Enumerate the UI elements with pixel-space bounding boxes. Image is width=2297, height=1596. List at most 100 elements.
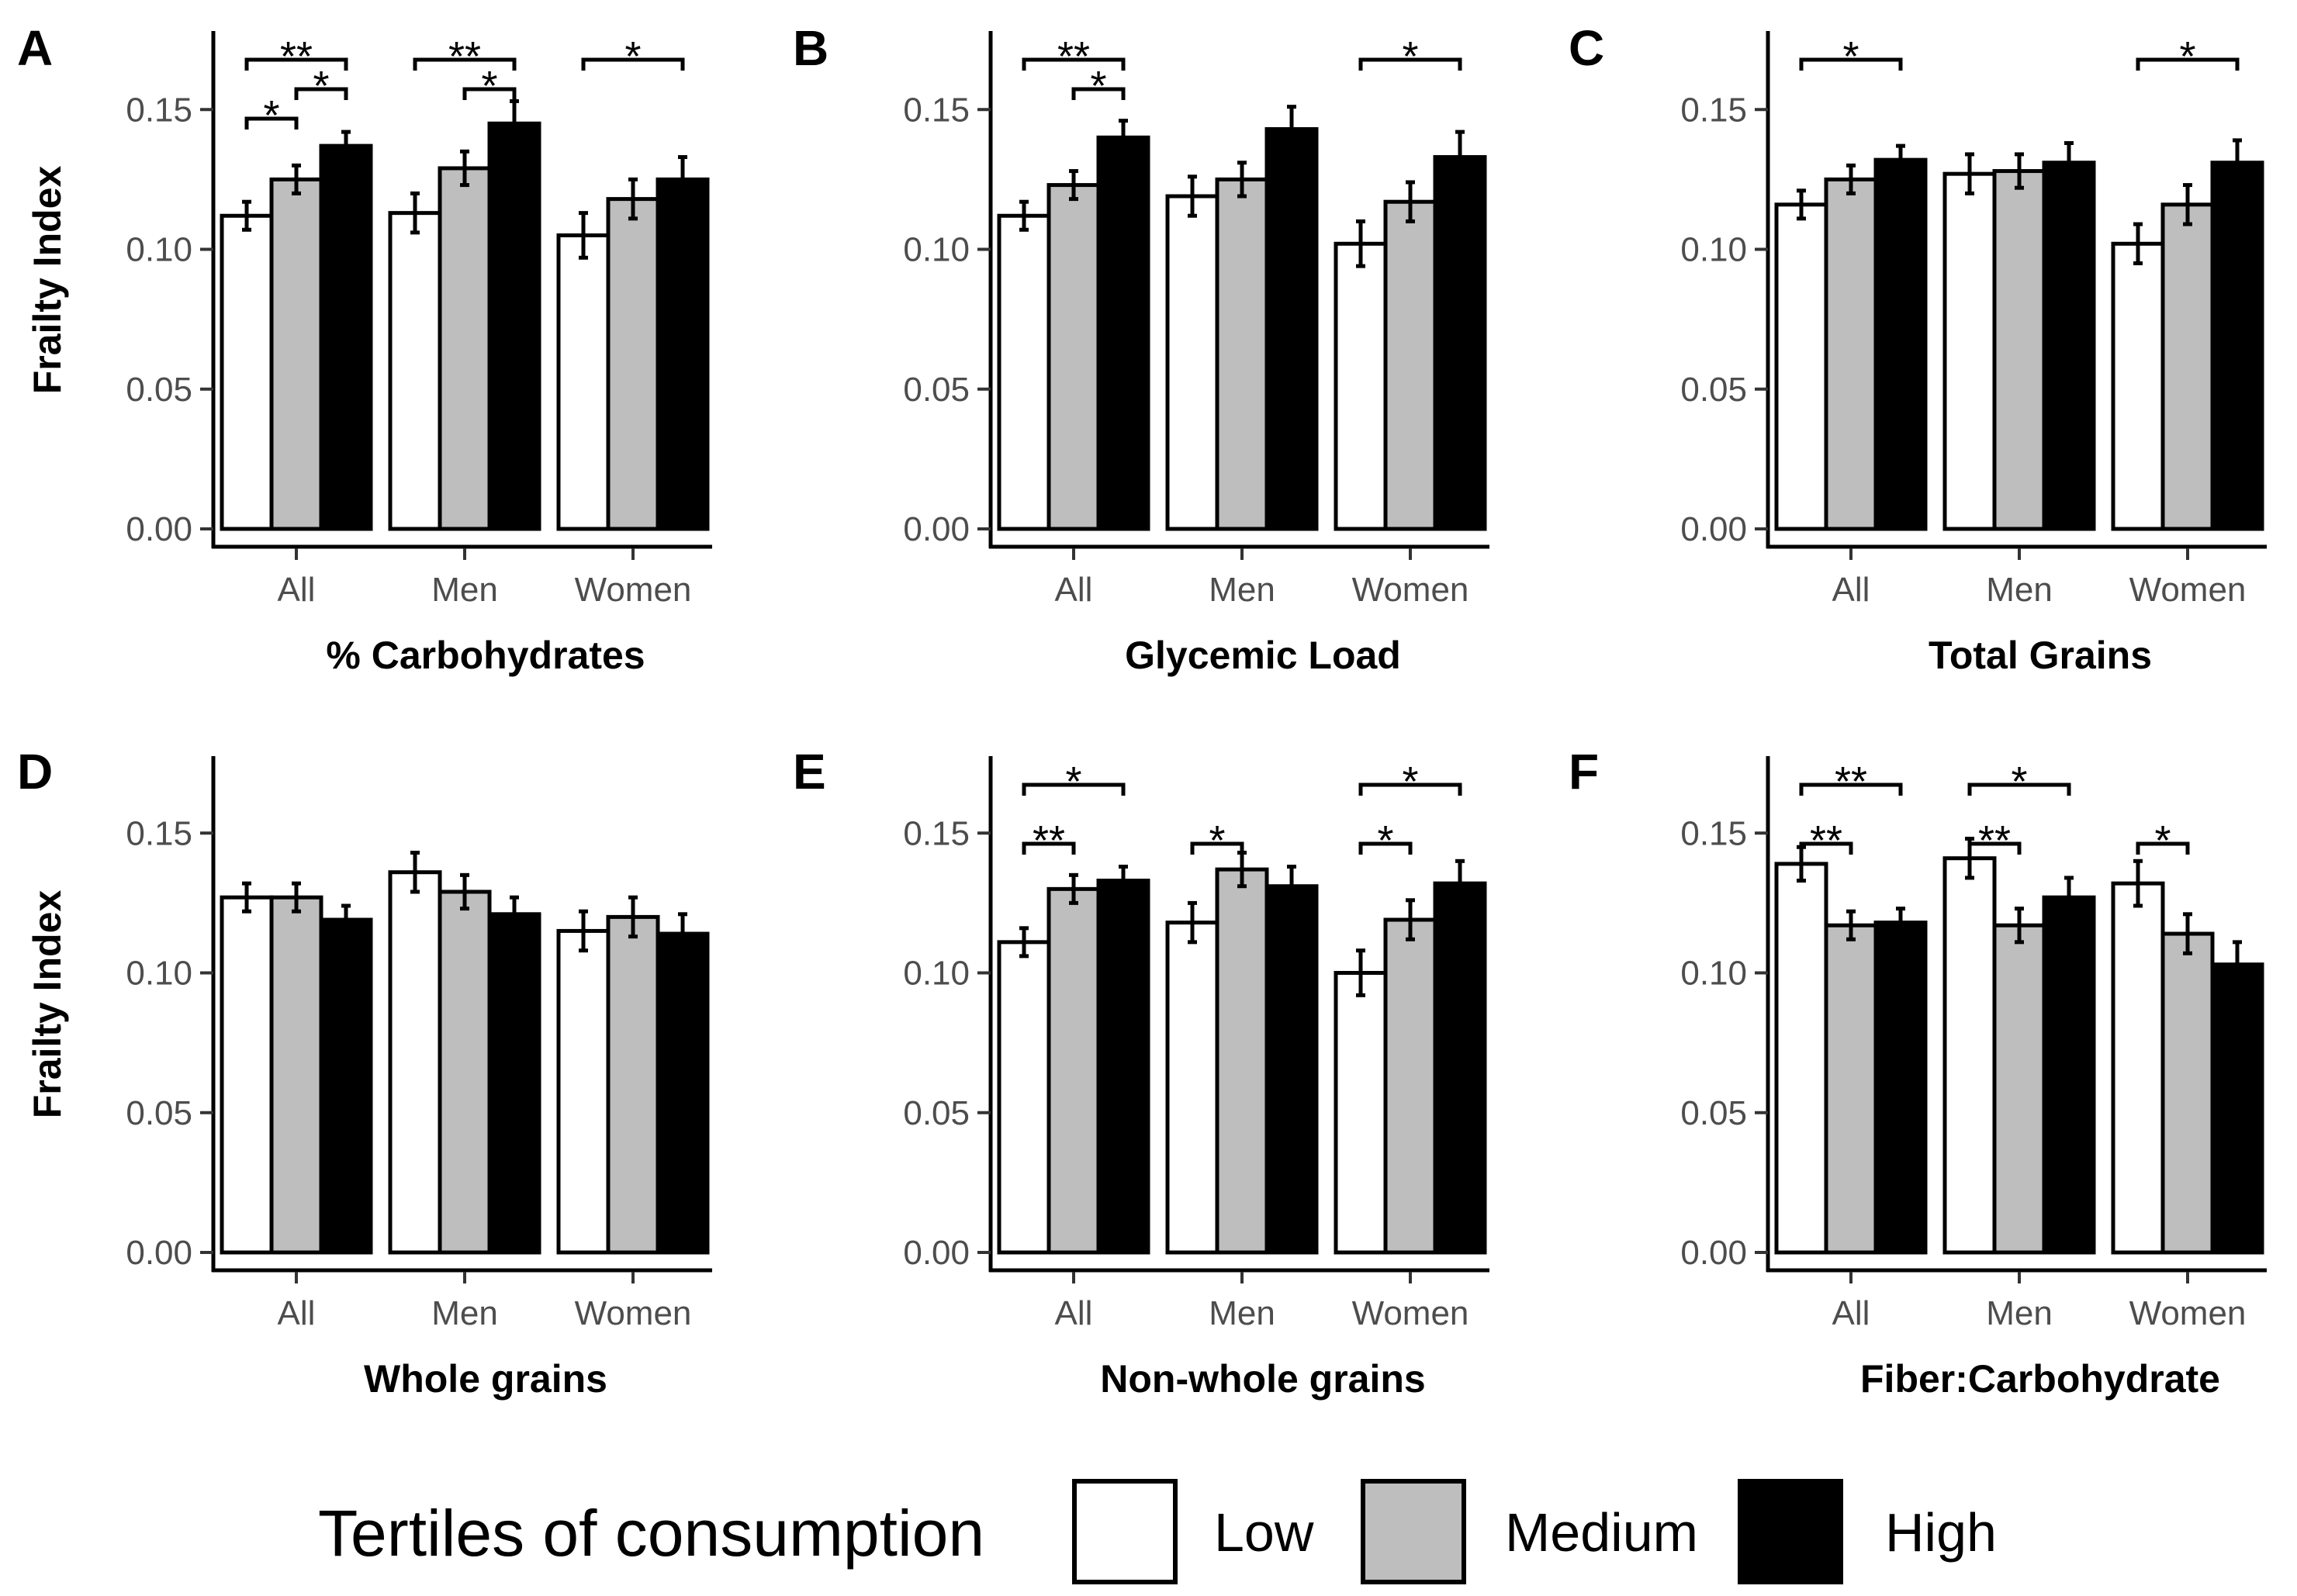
y-axis-label: Frailty Index xyxy=(26,890,69,1119)
significance-bracket xyxy=(1799,782,1903,796)
x-tick-label: Men xyxy=(1209,571,1275,609)
significance-label: * xyxy=(313,63,329,109)
bar xyxy=(1383,199,1437,531)
bar xyxy=(2210,161,2264,531)
significance-label: * xyxy=(263,92,279,139)
significance-label: * xyxy=(1377,817,1393,864)
panel-D: D 0.00 0.05 0.10 0.15 Frailty Index Whole grai… xyxy=(17,744,712,1401)
bar xyxy=(220,895,274,1255)
panel-C: C 0.00 0.05 0.10 0.15 Total Grains All Men Women… xyxy=(1569,20,2267,677)
x-tick-label: Men xyxy=(431,571,498,609)
bar xyxy=(487,121,541,531)
bar xyxy=(438,166,492,531)
x-tick-label: Women xyxy=(575,571,692,609)
significance-label: * xyxy=(1065,758,1081,805)
y-tick-label: 0.15 xyxy=(126,91,192,129)
bar xyxy=(269,895,323,1255)
y-tick-label: 0.00 xyxy=(903,1234,970,1272)
bar xyxy=(2042,895,2096,1255)
significance-bracket xyxy=(1967,782,2071,796)
y-tick-label: 0.15 xyxy=(903,814,970,852)
bar xyxy=(1096,879,1150,1255)
bar xyxy=(606,197,660,531)
bar xyxy=(1433,881,1487,1255)
x-tick-label: Men xyxy=(1986,1294,2053,1332)
legend-label: High xyxy=(1885,1502,1997,1563)
bar xyxy=(319,917,373,1255)
bar xyxy=(1264,126,1319,531)
panels: A 0.00 0.05 0.10 0.15 Frailty Index % Carbohyd… xyxy=(17,20,2267,1401)
x-tick-label: All xyxy=(278,571,316,609)
bar xyxy=(487,912,541,1255)
significance-label: ** xyxy=(1057,33,1090,80)
bar xyxy=(1433,155,1487,531)
significance-bracket xyxy=(2136,57,2240,71)
bar xyxy=(1046,183,1101,531)
legend-label: Low xyxy=(1214,1502,1314,1563)
legend-swatch xyxy=(1361,1479,1466,1584)
bar xyxy=(1096,135,1150,531)
significance-label: * xyxy=(481,63,497,109)
bar xyxy=(1873,921,1928,1255)
significance-label: * xyxy=(624,33,641,80)
bar xyxy=(220,213,274,531)
significance-bracket xyxy=(413,57,517,71)
bar xyxy=(1383,917,1437,1255)
x-axis-label: Total Grains xyxy=(1929,634,2152,677)
bar xyxy=(1873,157,1928,531)
legend-swatch xyxy=(1738,1479,1843,1584)
x-axis-label: Glycemic Load xyxy=(1125,634,1401,677)
x-tick-label: All xyxy=(278,1294,316,1332)
bar xyxy=(1774,862,1828,1255)
legend-item-high: High xyxy=(1738,1479,1997,1584)
legend-swatch xyxy=(1072,1479,1178,1584)
x-tick-label: Men xyxy=(1986,571,2053,609)
y-tick-label: 0.05 xyxy=(1680,371,1747,409)
y-tick-label: 0.10 xyxy=(126,231,192,269)
y-tick-label: 0.05 xyxy=(126,371,192,409)
x-tick-label: Women xyxy=(2129,571,2247,609)
significance-label: ** xyxy=(1835,758,1867,805)
legend-label: Medium xyxy=(1505,1502,1698,1563)
x-tick-label: Men xyxy=(1209,1294,1275,1332)
legend: Tertiles of consumption Low Medium High xyxy=(318,1479,1997,1584)
x-axis-label: Non-whole grains xyxy=(1100,1357,1425,1401)
bar xyxy=(1942,856,1997,1255)
significance-bracket xyxy=(1799,841,1853,855)
y-tick-label: 0.05 xyxy=(903,1094,970,1132)
significance-bracket xyxy=(244,116,299,130)
bar xyxy=(2111,241,2165,531)
significance-bracket xyxy=(1022,782,1126,796)
panel-letter: F xyxy=(1569,744,1599,800)
bar xyxy=(556,928,611,1255)
panel-letter: C xyxy=(1569,20,1604,76)
bar xyxy=(1046,886,1101,1255)
significance-label: ** xyxy=(1033,817,1065,864)
significance-bracket xyxy=(1358,57,1462,71)
bar xyxy=(2042,161,2096,531)
y-tick-label: 0.15 xyxy=(126,814,192,852)
legend-item-medium: Medium xyxy=(1361,1479,1698,1584)
bar xyxy=(1774,202,1828,531)
y-tick-label: 0.15 xyxy=(1680,814,1747,852)
bar xyxy=(1264,884,1319,1255)
bar xyxy=(656,931,710,1255)
y-tick-label: 0.10 xyxy=(903,231,970,269)
bar xyxy=(319,143,373,531)
bar xyxy=(2160,931,2215,1255)
panel-B: B 0.00 0.05 0.10 0.15 Glycemic Load All Men Wome… xyxy=(793,20,1489,677)
significance-bracket xyxy=(1071,87,1126,100)
bar xyxy=(1165,194,1219,531)
bar xyxy=(2160,202,2215,531)
y-tick-label: 0.10 xyxy=(1680,231,1747,269)
bar xyxy=(997,940,1051,1255)
significance-label: ** xyxy=(280,33,313,80)
x-axis-label: % Carbohydrates xyxy=(326,634,645,677)
bar xyxy=(1334,971,1388,1255)
bar xyxy=(556,233,611,531)
bar xyxy=(2210,962,2264,1255)
bar xyxy=(269,177,323,531)
significance-bracket xyxy=(1022,841,1076,855)
bar xyxy=(606,914,660,1255)
y-axis-label: Frailty Index xyxy=(26,166,69,395)
